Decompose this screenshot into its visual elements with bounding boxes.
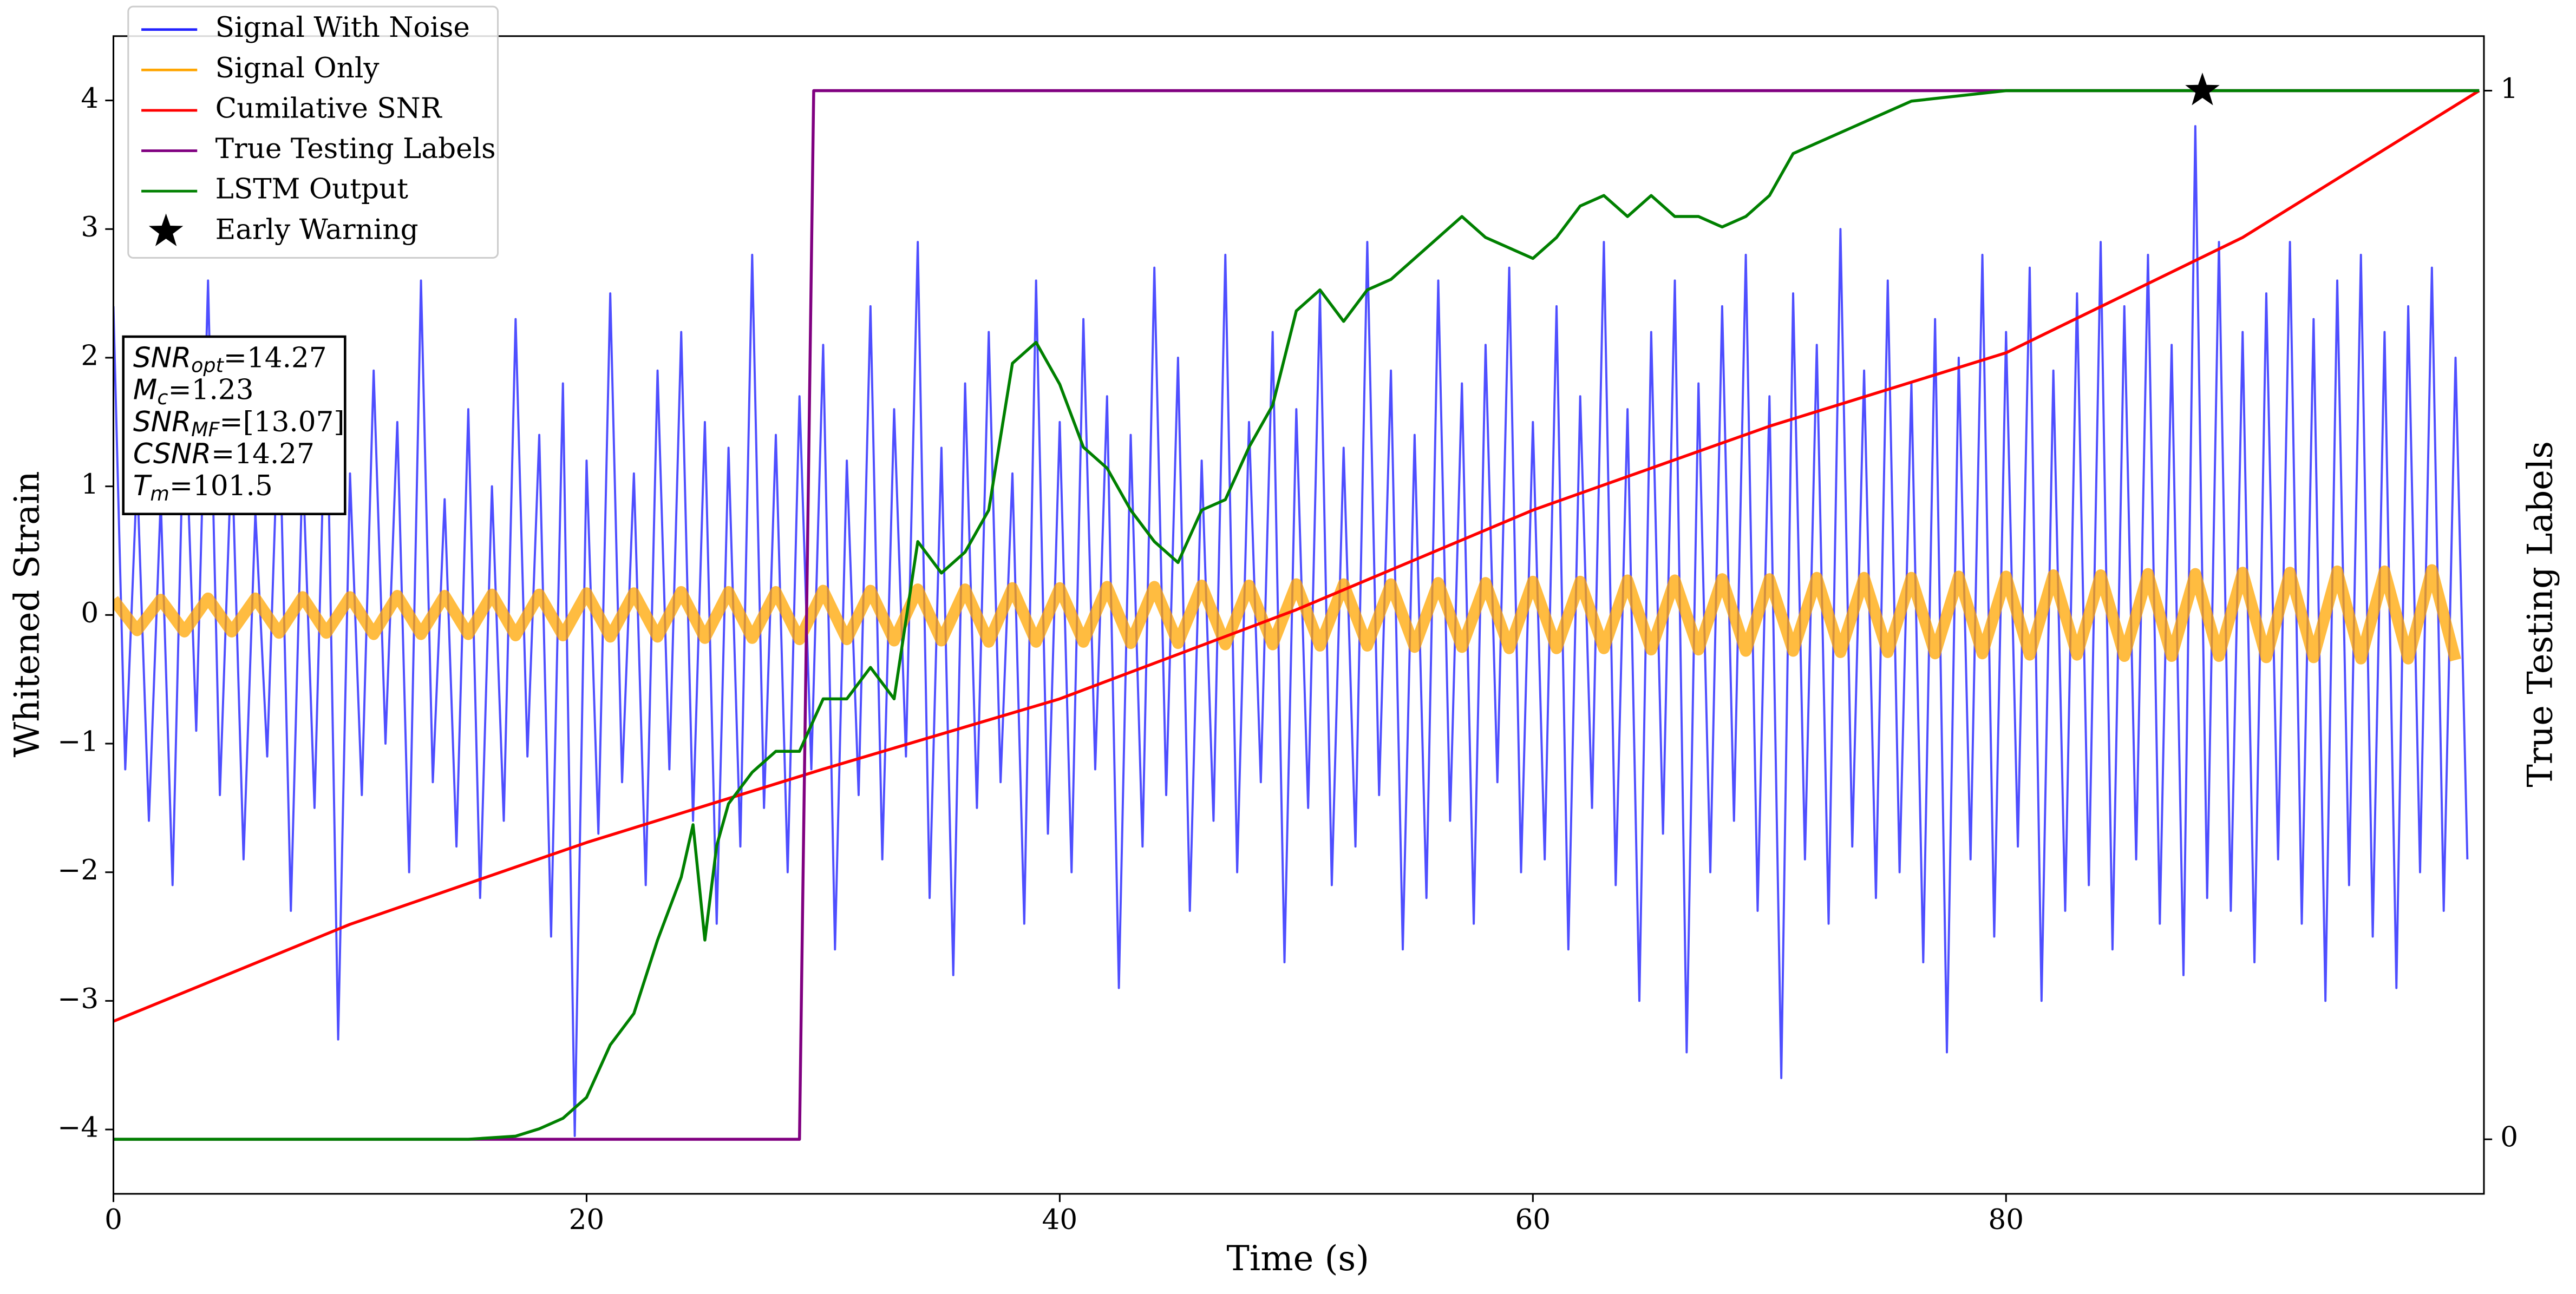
- legend-marker: [148, 213, 184, 246]
- x-tick-label: 40: [1042, 1204, 1078, 1236]
- x-tick-label: 0: [104, 1204, 122, 1236]
- y-tick-label: −2: [57, 854, 99, 886]
- series-line: [113, 125, 2469, 1137]
- legend-frame: [127, 5, 499, 259]
- y-tick-label: 0: [81, 597, 99, 629]
- annotation-line: CSNR=14.27: [133, 438, 315, 470]
- series-line: [113, 89, 2480, 1141]
- annotation-value: =101.5: [169, 470, 273, 502]
- legend-label: LSTM Output: [215, 173, 409, 206]
- x-tick-label: 20: [569, 1204, 605, 1236]
- annotation-line: SNRMF=[13.07]: [133, 405, 345, 441]
- annotation-subscript: opt: [191, 353, 224, 377]
- annotation-value: =1.23: [168, 373, 253, 406]
- legend-label: Cumilative SNR: [215, 92, 443, 124]
- annotation-subscript: c: [157, 385, 168, 409]
- annotation-symbol: SNR: [133, 342, 191, 375]
- y-axis-label: Whitened Strain: [7, 471, 47, 757]
- annotation-line: Tm=101.5: [133, 470, 273, 505]
- annotation-box: SNRopt=14.27Mc=1.23SNRMF=[13.07]CSNR=14.…: [122, 335, 346, 516]
- y2-tick-label: 0: [2500, 1121, 2518, 1154]
- annotation-symbol: T: [133, 470, 152, 502]
- annotation-symbol: M: [133, 374, 158, 406]
- x-axis-label: Time (s): [1226, 1239, 1369, 1279]
- annotation-value: =[13.07]: [219, 405, 344, 438]
- y-tick-label: −3: [57, 983, 99, 1015]
- annotation-frame: [122, 335, 346, 516]
- annotation-subscript: MF: [191, 417, 220, 441]
- annotation-value: =14.27: [211, 438, 315, 470]
- y-tick-label: −1: [57, 726, 99, 758]
- y-tick-label: 1: [81, 468, 99, 501]
- marker: [2185, 73, 2220, 106]
- x-tick-label: 80: [1988, 1204, 2024, 1236]
- annotation-value: =14.27: [224, 341, 327, 374]
- y-tick-label: 3: [81, 211, 99, 244]
- annotation-symbol: CSNR: [133, 438, 211, 470]
- plot-area: [113, 89, 2480, 1141]
- y-tick-label: 2: [81, 339, 99, 372]
- annotation-line: SNRopt=14.27: [133, 341, 327, 377]
- legend-label: Signal With Noise: [215, 11, 470, 44]
- legend-label: Early Warning: [215, 213, 419, 246]
- y-tick-label: −4: [57, 1112, 99, 1144]
- series-line: [113, 89, 2480, 1023]
- annotation-line: Mc=1.23: [133, 373, 254, 409]
- legend-label: Signal Only: [215, 52, 380, 84]
- annotation-subscript: m: [150, 482, 169, 505]
- legend: Signal With Noise Signal Only Cumilative S…: [127, 5, 499, 259]
- x-tick-label: 60: [1515, 1204, 1551, 1236]
- legend-label: True Testing Labels: [215, 133, 496, 165]
- annotation-symbol: SNR: [133, 406, 191, 438]
- y-tick-label: 4: [81, 82, 99, 115]
- y2-axis-label: True Testing Labels: [2521, 441, 2561, 787]
- y2-tick-label: 1: [2500, 73, 2518, 105]
